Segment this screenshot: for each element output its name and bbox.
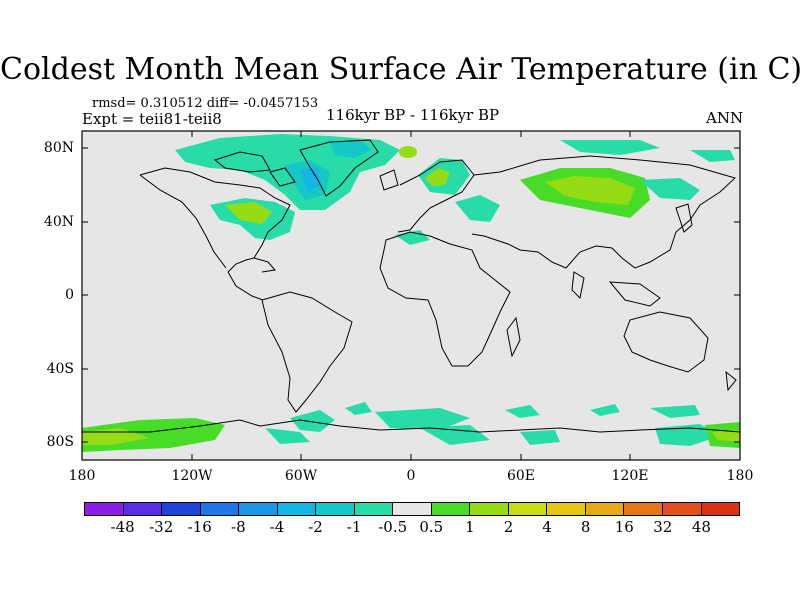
- colorbar-cell: [354, 503, 394, 515]
- colorbar-tick-label: -4: [269, 518, 285, 536]
- season-label: ANN: [706, 109, 744, 127]
- lon-label-180e: 180: [726, 468, 754, 484]
- lat-label-0: 0: [65, 287, 74, 303]
- lat-label-40n: 40N: [43, 214, 74, 230]
- colorbar-cell: [162, 503, 201, 515]
- colorbar-cell: [239, 503, 278, 515]
- colorbar-cell: [547, 503, 586, 515]
- colorbar-tick-label: -0.5: [378, 518, 408, 536]
- colorbar-tick-label: -32: [149, 518, 174, 536]
- lat-label-40s: 40S: [46, 361, 74, 377]
- colorbar-tick-label: 48: [691, 518, 711, 536]
- colorbar-cell: [470, 503, 509, 515]
- colorbar-cell: [701, 503, 740, 515]
- colorbar-cell: [200, 503, 240, 515]
- stats-label: rmsd= 0.310512 diff= -0.0457153: [92, 96, 319, 111]
- colorbar-cell: [508, 503, 548, 515]
- colorbar-cell: [662, 503, 702, 515]
- colorbar-tick-label: 32: [653, 518, 673, 536]
- coastlines: [82, 139, 741, 433]
- lat-label-80s: 80S: [46, 434, 74, 450]
- colorbar-cell: [277, 503, 317, 515]
- period-label: 116kyr BP - 116kyr BP: [326, 106, 500, 124]
- lat-label-80n: 80N: [43, 140, 74, 156]
- colorbar-tick-label: -1: [346, 518, 362, 536]
- colorbar: [84, 502, 740, 516]
- colorbar-tick-label: -2: [308, 518, 323, 536]
- colorbar-cell: [316, 503, 355, 515]
- colorbar-tick-label: -16: [187, 518, 212, 536]
- axis-ticks: [82, 131, 740, 460]
- lon-label-60e: 60E: [506, 468, 536, 484]
- colorbar-tick-label: -48: [110, 518, 135, 536]
- colorbar-tick-label: 16: [614, 518, 634, 536]
- map-title: Coldest Month Mean Surface Air Temperatu…: [0, 52, 800, 87]
- colorbar-tick-label: 0.5: [419, 518, 444, 536]
- colorbar-cell: [431, 503, 471, 515]
- colorbar-tick-label: -8: [231, 518, 246, 536]
- colorbar-cell: [624, 503, 663, 515]
- lon-label-120w: 120W: [171, 468, 213, 484]
- lon-label-180w: 180: [68, 468, 96, 484]
- lon-label-120e: 120E: [611, 468, 649, 484]
- colorbar-tick-label: 2: [503, 518, 514, 536]
- colorbar-tick-label: 8: [580, 518, 591, 536]
- colorbar-cell: [85, 503, 124, 515]
- experiment-label: Expt = teii81-teii8: [82, 110, 222, 128]
- colorbar-tick-label: 4: [542, 518, 552, 536]
- lon-label-0: 0: [406, 468, 416, 484]
- colorbar-tick-label: 1: [465, 518, 475, 536]
- colorbar-cell: [123, 503, 163, 515]
- lon-label-60w: 60W: [284, 468, 318, 484]
- colorbar-cell: [585, 503, 625, 515]
- colorbar-cell: [393, 503, 432, 515]
